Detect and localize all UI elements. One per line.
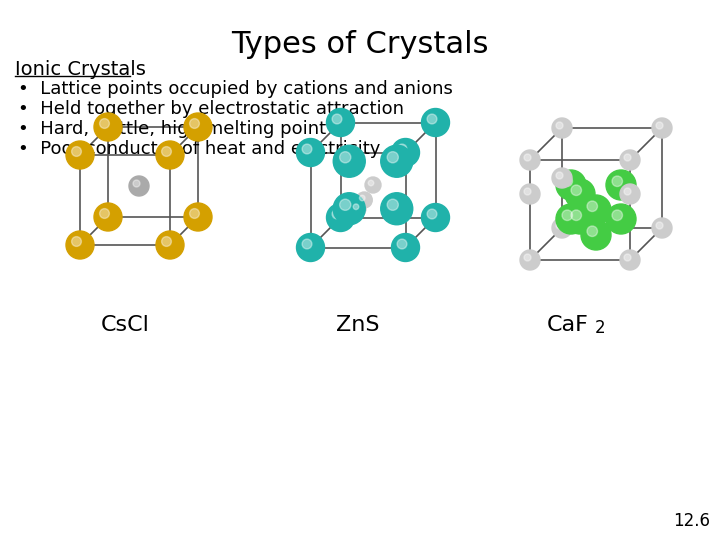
Circle shape (656, 122, 663, 129)
Circle shape (297, 233, 325, 261)
Circle shape (387, 152, 398, 163)
Circle shape (354, 204, 359, 210)
Circle shape (359, 195, 365, 201)
Circle shape (624, 154, 631, 161)
Circle shape (652, 118, 672, 138)
Circle shape (620, 150, 640, 170)
Circle shape (562, 210, 572, 220)
Circle shape (581, 195, 611, 225)
Circle shape (71, 237, 81, 246)
Circle shape (99, 208, 109, 218)
Circle shape (297, 138, 325, 166)
Circle shape (397, 239, 407, 249)
Text: CaF: CaF (547, 315, 589, 335)
Circle shape (565, 179, 595, 209)
Circle shape (340, 199, 351, 211)
Circle shape (524, 188, 531, 195)
Circle shape (552, 168, 572, 188)
Circle shape (624, 188, 631, 195)
Circle shape (333, 145, 365, 177)
Text: •  Poor conductor of heat and electricity: • Poor conductor of heat and electricity (18, 140, 380, 158)
Circle shape (94, 203, 122, 231)
Circle shape (184, 203, 212, 231)
Circle shape (565, 204, 595, 234)
Circle shape (421, 204, 449, 232)
Circle shape (350, 201, 366, 217)
Circle shape (129, 176, 149, 196)
Circle shape (156, 141, 184, 169)
Circle shape (302, 239, 312, 249)
Circle shape (612, 210, 623, 220)
Circle shape (556, 172, 563, 179)
Text: Ionic Crystals: Ionic Crystals (15, 60, 146, 79)
Circle shape (332, 114, 342, 124)
Circle shape (161, 237, 171, 246)
Circle shape (606, 204, 636, 234)
Circle shape (356, 192, 372, 208)
Circle shape (520, 184, 540, 204)
Circle shape (156, 231, 184, 259)
Circle shape (71, 146, 81, 157)
Circle shape (556, 170, 586, 200)
Circle shape (427, 209, 437, 219)
Circle shape (612, 176, 623, 186)
Circle shape (656, 222, 663, 229)
Circle shape (520, 150, 540, 170)
Text: 12.6: 12.6 (673, 512, 710, 530)
Circle shape (66, 141, 94, 169)
Circle shape (161, 146, 171, 157)
Circle shape (620, 250, 640, 270)
Circle shape (340, 152, 351, 163)
Circle shape (620, 184, 640, 204)
Circle shape (587, 226, 598, 237)
Circle shape (368, 180, 374, 186)
Circle shape (94, 113, 122, 141)
Circle shape (556, 204, 586, 234)
Circle shape (99, 119, 109, 129)
Text: Types of Crystals: Types of Crystals (231, 30, 489, 59)
Circle shape (556, 122, 563, 129)
Circle shape (520, 250, 540, 270)
Circle shape (397, 144, 407, 154)
Circle shape (552, 218, 572, 238)
Text: •  Lattice points occupied by cations and anions: • Lattice points occupied by cations and… (18, 80, 453, 98)
Circle shape (381, 193, 413, 225)
Circle shape (326, 109, 354, 137)
Text: •  Hard, brittle, high melting point: • Hard, brittle, high melting point (18, 120, 326, 138)
Circle shape (184, 113, 212, 141)
Circle shape (326, 204, 354, 232)
Circle shape (587, 201, 598, 212)
Circle shape (571, 210, 582, 220)
Circle shape (133, 180, 140, 187)
Circle shape (571, 185, 582, 195)
Circle shape (652, 218, 672, 238)
Circle shape (189, 119, 199, 129)
Circle shape (365, 177, 381, 193)
Circle shape (332, 209, 342, 219)
Circle shape (552, 118, 572, 138)
Text: ZnS: ZnS (336, 315, 379, 335)
Text: •  Held together by electrostatic attraction: • Held together by electrostatic attract… (18, 100, 404, 118)
Circle shape (392, 233, 420, 261)
Circle shape (581, 220, 611, 250)
Circle shape (392, 138, 420, 166)
Circle shape (562, 176, 572, 186)
Circle shape (556, 222, 563, 229)
Circle shape (333, 193, 365, 225)
Circle shape (66, 231, 94, 259)
Circle shape (524, 254, 531, 261)
Circle shape (189, 208, 199, 218)
Circle shape (381, 145, 413, 177)
Circle shape (302, 144, 312, 154)
Circle shape (524, 154, 531, 161)
Circle shape (387, 199, 398, 211)
Circle shape (421, 109, 449, 137)
Text: CsCl: CsCl (101, 315, 150, 335)
Text: 2: 2 (595, 319, 606, 337)
Circle shape (606, 170, 636, 200)
Circle shape (624, 254, 631, 261)
Circle shape (427, 114, 437, 124)
